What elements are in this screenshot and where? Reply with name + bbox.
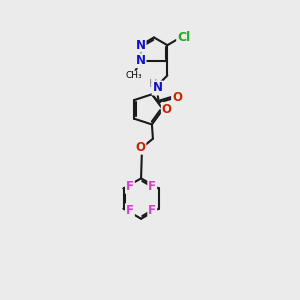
- Text: N: N: [136, 39, 146, 52]
- Text: N: N: [152, 82, 162, 94]
- Text: F: F: [126, 204, 134, 217]
- Text: Cl: Cl: [177, 31, 190, 44]
- Text: F: F: [148, 204, 156, 217]
- Text: F: F: [126, 180, 134, 193]
- Text: O: O: [135, 141, 146, 154]
- Text: F: F: [148, 180, 156, 193]
- Text: CH₃: CH₃: [126, 71, 142, 80]
- Text: N: N: [136, 54, 146, 67]
- Text: H: H: [149, 79, 157, 89]
- Text: O: O: [162, 103, 172, 116]
- Text: O: O: [172, 92, 182, 104]
